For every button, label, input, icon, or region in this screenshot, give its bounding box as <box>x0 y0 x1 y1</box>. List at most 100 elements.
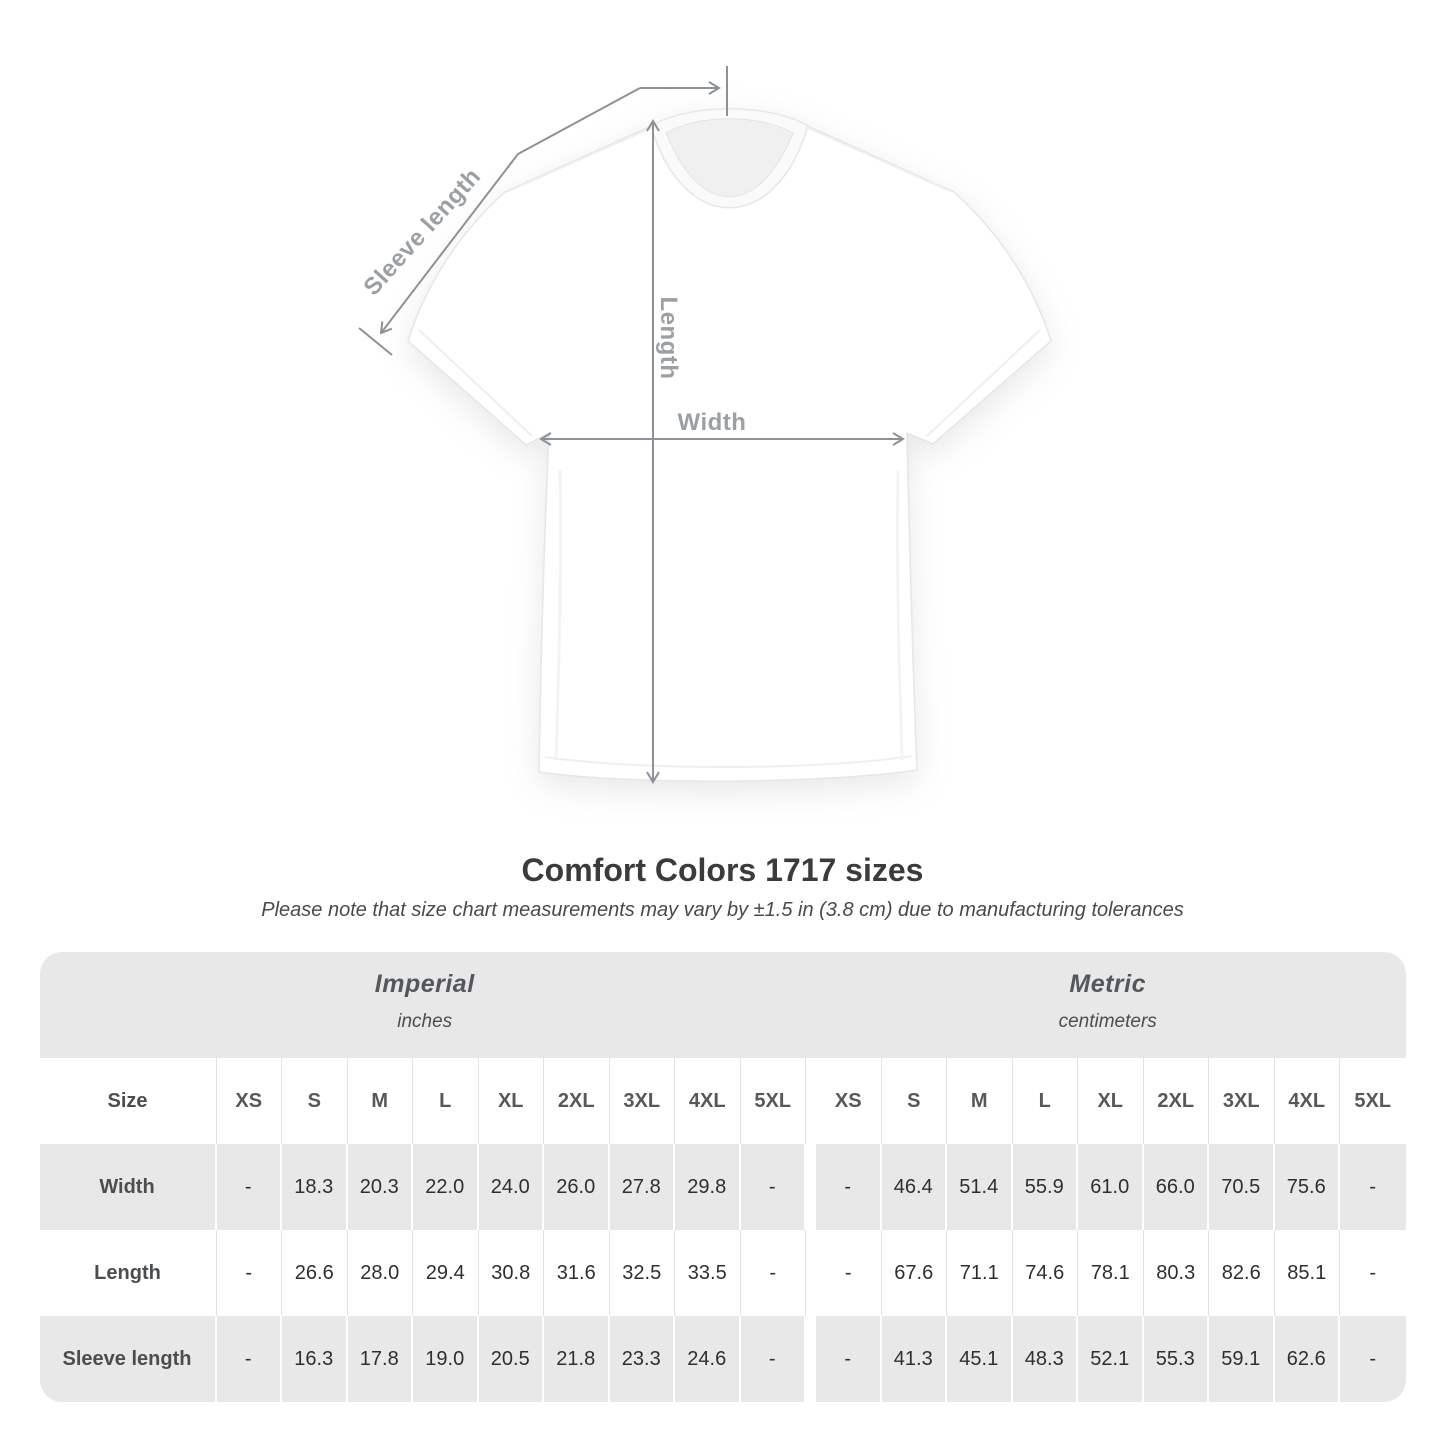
metric-value: 41.3 <box>881 1316 947 1402</box>
size-col-header: 3XL <box>1209 1058 1275 1144</box>
imperial-value: - <box>740 1230 806 1316</box>
metric-value: - <box>1340 1144 1406 1230</box>
size-grid: Size XS S M L XL 2XL 3XL 4XL 5XL XS S M L XL 2XL 3XL 4XL 5… <box>39 1058 1406 1402</box>
imperial-value: 22.0 <box>413 1144 479 1230</box>
metric-value: 55.9 <box>1012 1144 1078 1230</box>
imperial-value: 20.5 <box>478 1316 544 1402</box>
metric-value: 61.0 <box>1078 1144 1144 1230</box>
imperial-value: 24.6 <box>675 1316 741 1402</box>
tshirt-measurement-diagram: Sleeve length Length Width <box>358 66 1052 784</box>
title-block: Comfort Colors 1717 sizes Please note th… <box>0 852 1445 922</box>
size-col-header: 2XL <box>1143 1058 1209 1144</box>
metric-value: - <box>1340 1230 1406 1316</box>
row-label: Length <box>39 1230 217 1316</box>
tshirt-diagram-svg: Sleeve length Length Width <box>358 66 1052 784</box>
imperial-value: 32.5 <box>609 1230 675 1316</box>
metric-value: 67.6 <box>881 1230 947 1316</box>
tshirt-seams <box>418 127 1041 769</box>
imperial-value: - <box>216 1316 282 1402</box>
metric-value: 52.1 <box>1078 1316 1144 1402</box>
size-col-header: 5XL <box>1340 1058 1406 1144</box>
size-header-label: Size <box>39 1058 217 1144</box>
size-col-header: XS <box>216 1058 282 1144</box>
metric-value: 70.5 <box>1209 1144 1275 1230</box>
imperial-value: 29.4 <box>413 1230 479 1316</box>
size-col-header: 4XL <box>1274 1058 1340 1144</box>
metric-value: 62.6 <box>1274 1316 1340 1402</box>
sleeve-end-tick <box>358 327 393 356</box>
metric-value: 85.1 <box>1274 1230 1340 1316</box>
metric-value: 46.4 <box>881 1144 947 1230</box>
imperial-value: - <box>216 1230 282 1316</box>
imperial-value: - <box>216 1144 282 1230</box>
imperial-value: 18.3 <box>282 1144 348 1230</box>
imperial-value: 26.6 <box>282 1230 348 1316</box>
imperial-value: 24.0 <box>478 1144 544 1230</box>
imperial-unit: inches <box>397 1011 453 1032</box>
imperial-value: - <box>740 1316 806 1402</box>
size-col-header: 3XL <box>609 1058 675 1144</box>
size-col-header: L <box>1012 1058 1078 1144</box>
metric-value: 78.1 <box>1078 1230 1144 1316</box>
column-gap <box>806 1230 816 1316</box>
metric-value: 48.3 <box>1012 1316 1078 1402</box>
size-col-header: XL <box>1078 1058 1144 1144</box>
imperial-value: - <box>740 1144 806 1230</box>
imperial-value: 21.8 <box>544 1316 610 1402</box>
metric-value: - <box>816 1316 882 1402</box>
metric-value: 74.6 <box>1012 1230 1078 1316</box>
imperial-value: 26.0 <box>544 1144 610 1230</box>
size-col-header: 2XL <box>544 1058 610 1144</box>
sleeve-line-diagonal <box>379 87 641 335</box>
row-label: Sleeve length <box>39 1316 217 1402</box>
metric-value: - <box>1340 1316 1406 1402</box>
size-col-header: XL <box>478 1058 544 1144</box>
imperial-value: 28.0 <box>347 1230 413 1316</box>
imperial-value: 30.8 <box>478 1230 544 1316</box>
size-table: Imperial inches Metric centimeters Size X… <box>39 952 1406 1402</box>
metric-value: 59.1 <box>1209 1316 1275 1402</box>
tshirt-body <box>407 108 1052 782</box>
page-title: Comfort Colors 1717 sizes <box>521 852 924 888</box>
size-col-header: 5XL <box>740 1058 806 1144</box>
column-gap <box>806 1144 816 1230</box>
metric-title: Metric <box>1069 970 1147 998</box>
length-label: Length <box>655 297 682 380</box>
measurement-lines <box>358 66 905 784</box>
metric-header: Metric centimeters <box>810 952 1406 1058</box>
size-col-header: S <box>282 1058 348 1144</box>
imperial-value: 29.8 <box>675 1144 741 1230</box>
tolerance-note: Please note that size chart measurements… <box>261 899 1184 921</box>
size-col-header: S <box>881 1058 947 1144</box>
column-gap <box>806 1058 816 1144</box>
column-gap <box>806 1316 816 1402</box>
metric-unit: centimeters <box>1058 1011 1157 1032</box>
metric-value: 55.3 <box>1143 1316 1209 1402</box>
imperial-value: 23.3 <box>609 1316 675 1402</box>
metric-value: 45.1 <box>947 1316 1013 1402</box>
unit-header-band: Imperial inches Metric centimeters <box>39 952 1406 1058</box>
tshirt-illustration <box>407 108 1052 782</box>
imperial-value: 31.6 <box>544 1230 610 1316</box>
width-label: Width <box>678 409 747 436</box>
imperial-value: 20.3 <box>347 1144 413 1230</box>
metric-value: 71.1 <box>947 1230 1013 1316</box>
row-label: Width <box>39 1144 217 1230</box>
metric-value: - <box>816 1144 882 1230</box>
imperial-value: 16.3 <box>282 1316 348 1402</box>
imperial-title: Imperial <box>374 970 475 998</box>
metric-value: 80.3 <box>1143 1230 1209 1316</box>
imperial-value: 19.0 <box>413 1316 479 1402</box>
size-col-header: L <box>413 1058 479 1144</box>
imperial-value: 27.8 <box>609 1144 675 1230</box>
size-col-header: M <box>947 1058 1013 1144</box>
imperial-value: 33.5 <box>675 1230 741 1316</box>
size-col-header: XS <box>816 1058 882 1144</box>
metric-value: 75.6 <box>1274 1144 1340 1230</box>
imperial-header: Imperial inches <box>40 952 810 1058</box>
size-col-header: M <box>347 1058 413 1144</box>
metric-value: 82.6 <box>1209 1230 1275 1316</box>
imperial-value: 17.8 <box>347 1316 413 1402</box>
metric-value: 51.4 <box>947 1144 1013 1230</box>
